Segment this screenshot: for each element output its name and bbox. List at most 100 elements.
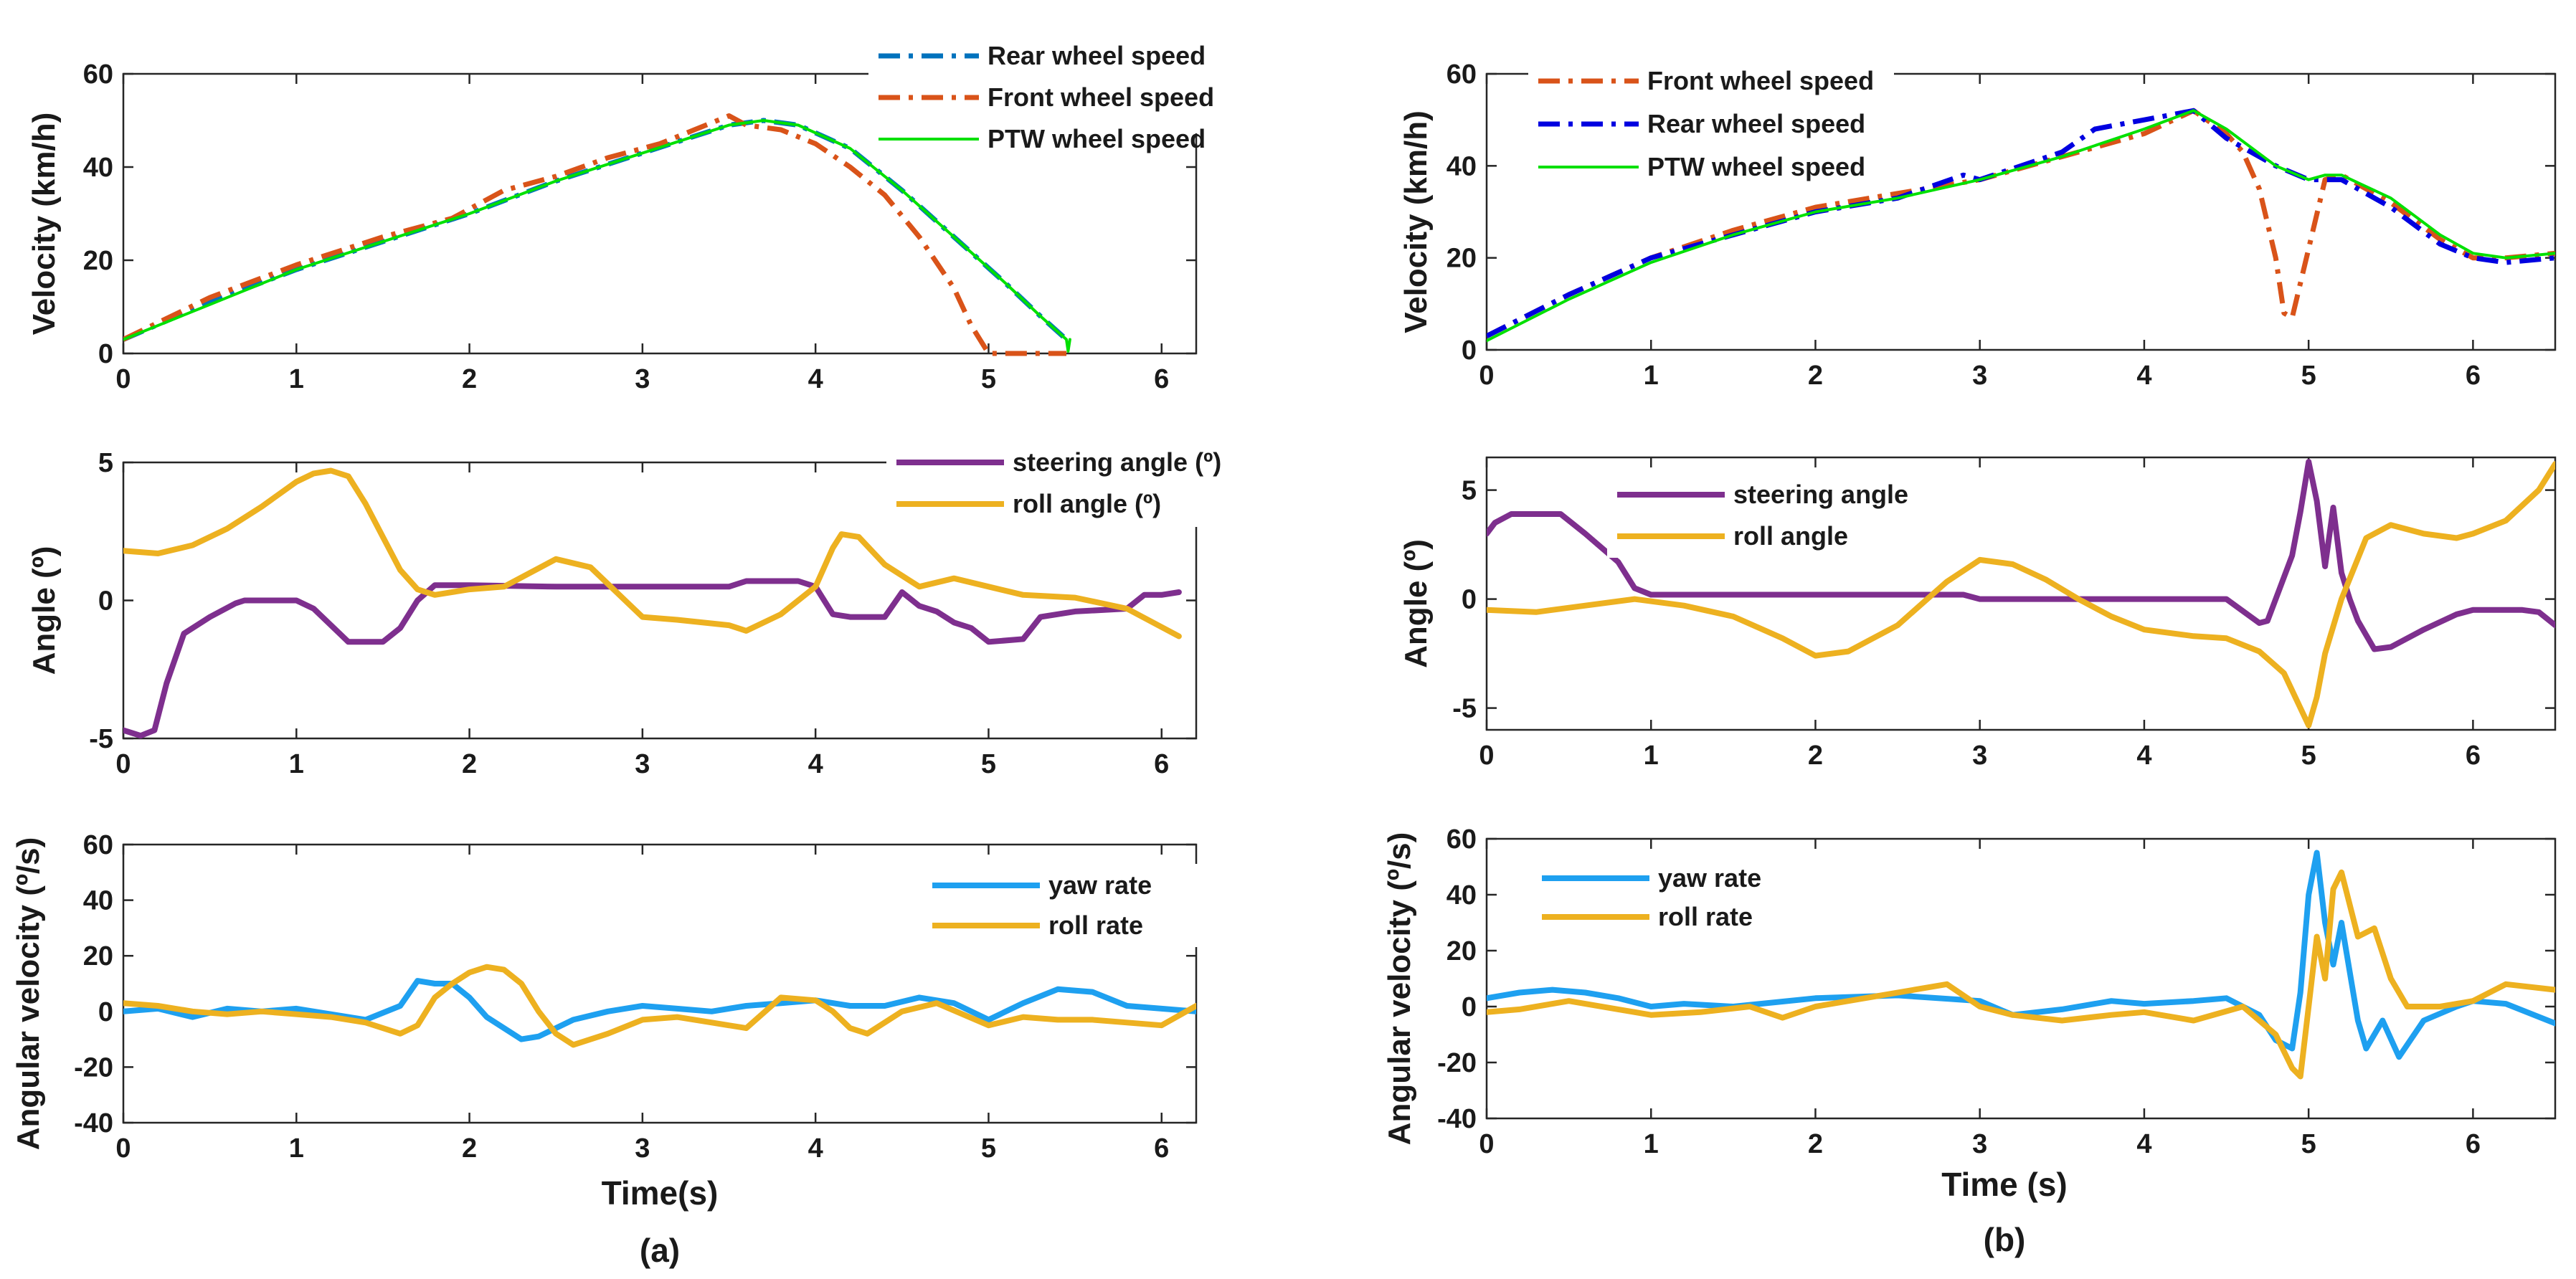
x-tick-label: 3 xyxy=(635,749,650,779)
y-tick-label: 0 xyxy=(98,997,113,1027)
x-tick-label: 3 xyxy=(1972,1129,1987,1159)
x-tick-label: 2 xyxy=(462,749,477,779)
y-tick-label: 60 xyxy=(83,60,113,90)
x-tick-label: 4 xyxy=(2136,741,2151,771)
x-tick-label: 4 xyxy=(808,364,823,394)
y-tick-label: 5 xyxy=(98,448,113,478)
legend-box xyxy=(886,441,1231,527)
y-tick-label: 40 xyxy=(1446,880,1477,910)
y-tick-label: 20 xyxy=(1446,244,1477,274)
chart-a3: 0 1 2 3 4 5 6 -40 -20 0 20 40 60 Angular velocity (º/… xyxy=(11,830,1209,1212)
x-axis-label: Time(s) xyxy=(602,1174,719,1212)
series-line-rear-wheel-speed xyxy=(123,118,1069,342)
series-group xyxy=(1487,850,2555,1080)
x-tick-label: 1 xyxy=(289,749,304,779)
legend-label: Rear wheel speed xyxy=(1647,109,1865,138)
x-tick-label: 4 xyxy=(808,749,823,779)
series-line-yaw-rate xyxy=(123,978,1196,1042)
y-tick-label: -5 xyxy=(89,724,113,754)
x-tick-label: 4 xyxy=(808,1133,823,1164)
series-line-roll-angle xyxy=(1487,461,2555,728)
legend-label: roll angle xyxy=(1733,521,1848,551)
x-tick-label: 5 xyxy=(2301,741,2316,771)
legend-label: PTW wheel speed xyxy=(988,124,1206,153)
y-tick-label: 40 xyxy=(1446,151,1477,181)
axes-frame xyxy=(122,843,1198,1124)
series-group xyxy=(123,964,1196,1048)
y-tick-label: 0 xyxy=(1462,992,1477,1022)
x-tick-label: 2 xyxy=(1808,741,1823,771)
y-axis-label: Angle (º) xyxy=(27,546,62,675)
y-tick-label: -5 xyxy=(1452,694,1477,724)
y-tick-label: 60 xyxy=(83,830,113,860)
x-tick-label: 1 xyxy=(1644,741,1659,771)
axes-frame xyxy=(1485,72,2557,351)
y-tick-label: -20 xyxy=(1437,1048,1477,1078)
legend-label: steering angle (º) xyxy=(1013,447,1221,477)
y-axis-label: Angular velocity (º/s) xyxy=(11,837,46,1151)
x-tick-label: 0 xyxy=(1479,1129,1494,1159)
series-group xyxy=(123,113,1071,356)
y-axis-label: Velocity (km/h) xyxy=(1398,110,1434,333)
x-tick-label: 5 xyxy=(2301,361,2316,391)
series-line-roll-rate xyxy=(123,964,1196,1048)
chart-b3: 0 1 2 3 4 5 6 -40 -20 0 20 40 60 Angular velocity (º/… xyxy=(1382,824,2557,1203)
y-tick-label: -40 xyxy=(74,1108,113,1138)
x-tick-label: 3 xyxy=(635,1133,650,1164)
x-tick-label: 0 xyxy=(1479,361,1494,391)
legend-label: roll angle (º) xyxy=(1013,489,1161,518)
x-tick-label: 0 xyxy=(115,1133,131,1164)
x-tick-label: 1 xyxy=(1644,1129,1659,1159)
y-tick-label: -20 xyxy=(74,1052,113,1083)
x-tick-label: 5 xyxy=(981,749,996,779)
x-tick-label: 2 xyxy=(462,1133,477,1164)
x-tick-label: 2 xyxy=(1808,361,1823,391)
x-tick-label: 6 xyxy=(2466,1129,2481,1159)
series-group xyxy=(123,467,1182,739)
legend-label: Rear wheel speed xyxy=(988,41,1206,70)
y-tick-label: 20 xyxy=(83,246,113,276)
legend-box xyxy=(868,33,1227,133)
x-tick-label: 6 xyxy=(1154,1133,1169,1164)
legend-label: yaw rate xyxy=(1048,870,1152,900)
y-tick-label: 60 xyxy=(1446,60,1477,90)
series-line-ptw-wheel-speed xyxy=(1487,109,2555,343)
x-tick-label: 3 xyxy=(1972,361,1987,391)
x-tick-label: 5 xyxy=(2301,1129,2316,1159)
x-tick-label: 0 xyxy=(115,749,131,779)
y-tick-label: 0 xyxy=(98,339,113,369)
x-tick-label: 3 xyxy=(635,364,650,394)
x-tick-label: 0 xyxy=(1479,741,1494,771)
x-tick-label: 5 xyxy=(981,1133,996,1164)
x-tick-label: 6 xyxy=(1154,364,1169,394)
subfigure-label-b: (b) xyxy=(1984,1221,2026,1258)
y-tick-label: 40 xyxy=(83,153,113,183)
y-tick-label: 0 xyxy=(1462,336,1477,366)
y-tick-label: 0 xyxy=(1462,585,1477,615)
legend-box xyxy=(1528,56,1894,185)
axes-frame xyxy=(122,72,1198,355)
series-line-front-wheel-speed xyxy=(123,113,1066,356)
series-group xyxy=(1487,459,2555,728)
legend-box xyxy=(922,864,1209,947)
series-line-steering-angle- xyxy=(123,578,1182,739)
y-tick-label: 0 xyxy=(98,586,113,617)
x-tick-label: 2 xyxy=(1808,1129,1823,1159)
series-line-steering-angle xyxy=(1487,459,2555,652)
legend-label: PTW wheel speed xyxy=(1647,152,1865,181)
series-line-yaw-rate xyxy=(1487,850,2555,1060)
legend-box xyxy=(1532,857,1819,938)
x-tick-label: 6 xyxy=(2466,741,2481,771)
y-axis-label: Angle (º) xyxy=(1398,539,1434,668)
x-tick-label: 4 xyxy=(2136,361,2151,391)
y-tick-label: 60 xyxy=(1446,824,1477,855)
series-group xyxy=(1487,108,2555,343)
y-tick-label: 40 xyxy=(83,886,113,916)
series-line-roll-angle- xyxy=(123,467,1182,640)
x-axis-label: Time (s) xyxy=(1941,1166,2068,1203)
x-tick-label: 1 xyxy=(289,364,304,394)
x-tick-label: 1 xyxy=(1644,361,1659,391)
legend-label: roll rate xyxy=(1658,902,1753,931)
